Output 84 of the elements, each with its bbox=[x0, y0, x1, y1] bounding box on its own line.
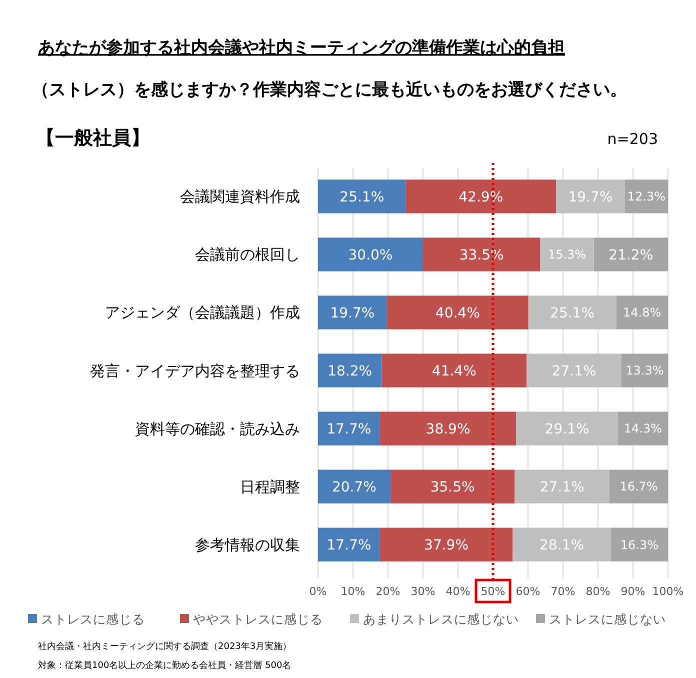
bar bbox=[621, 354, 668, 388]
data-label: 29.1% bbox=[544, 421, 590, 438]
bar bbox=[526, 354, 622, 388]
data-label: 14.3% bbox=[624, 422, 662, 436]
y-tick-label: 参考情報の収集 bbox=[195, 536, 300, 554]
data-label: 15.3% bbox=[548, 248, 586, 262]
x-tick-label: 10% bbox=[340, 584, 366, 598]
data-label: 30.0% bbox=[348, 247, 393, 264]
x-tick-label: 0% bbox=[309, 584, 327, 598]
bar bbox=[318, 528, 380, 562]
bar bbox=[390, 470, 515, 504]
y-tick-label: 発言・アイデア内容を整理する bbox=[90, 362, 300, 380]
bar bbox=[380, 528, 513, 562]
data-label: 25.1% bbox=[340, 189, 384, 206]
data-label: 27.1% bbox=[552, 363, 596, 380]
data-label: 19.7% bbox=[568, 189, 613, 206]
data-label: 37.9% bbox=[424, 537, 469, 554]
data-label: 40.4% bbox=[435, 305, 480, 322]
x-tick-label: 40% bbox=[446, 584, 470, 598]
bar bbox=[512, 528, 611, 562]
data-label: 12.3% bbox=[627, 190, 666, 204]
data-label: 33.5% bbox=[459, 247, 504, 264]
bar bbox=[528, 296, 616, 330]
bar bbox=[610, 528, 668, 562]
bar bbox=[423, 238, 540, 272]
bar bbox=[318, 470, 390, 504]
x-tick-label: 60% bbox=[516, 584, 540, 598]
bar bbox=[624, 180, 668, 214]
x-tick-label: 100% bbox=[652, 584, 684, 598]
text: 【一般社員】 bbox=[36, 127, 150, 149]
data-label: 14.8% bbox=[623, 306, 662, 320]
data-label: 18.2% bbox=[328, 363, 372, 380]
x-tick-label: 50% bbox=[480, 584, 506, 598]
bar bbox=[382, 354, 527, 388]
data-label: 35.5% bbox=[430, 479, 475, 496]
text: 対象：従業員100名以上の企業に勤める会社員・経営層 500名 bbox=[38, 660, 292, 671]
legend-label: ストレスに感じる bbox=[41, 611, 145, 626]
text: n=203 bbox=[607, 130, 658, 148]
data-label: 16.7% bbox=[620, 480, 658, 494]
bar bbox=[386, 296, 528, 330]
y-tick-label: 会議関連資料作成 bbox=[180, 188, 300, 206]
bar bbox=[516, 412, 618, 446]
bar bbox=[594, 238, 668, 272]
data-label: 27.1% bbox=[540, 479, 584, 496]
x-tick-label: 90% bbox=[620, 584, 646, 598]
data-label: 38.9% bbox=[426, 421, 470, 438]
y-tick-label: 日程調整 bbox=[240, 478, 300, 496]
bar bbox=[318, 296, 387, 330]
bar bbox=[514, 470, 610, 504]
data-label: 17.7% bbox=[326, 421, 372, 438]
data-label: 19.7% bbox=[330, 305, 375, 322]
x-tick-label: 20% bbox=[376, 584, 400, 598]
data-label: 17.7% bbox=[326, 537, 372, 554]
legend-label: ストレスに感じない bbox=[549, 611, 666, 626]
chart-subtitle: （ストレス）を感じますか？作業内容ごとに最も近いものをお選びください。 bbox=[32, 80, 627, 100]
legend-label: ややストレスに感じる bbox=[193, 611, 323, 626]
bar bbox=[406, 180, 556, 214]
y-tick-label: 資料等の確認・読み込み bbox=[135, 420, 300, 438]
bar bbox=[540, 238, 594, 272]
data-label: 13.3% bbox=[626, 364, 664, 378]
data-label: 16.3% bbox=[620, 538, 659, 552]
y-tick-label: 会議前の根回し bbox=[195, 246, 300, 264]
data-label: 41.4% bbox=[432, 363, 476, 380]
bar bbox=[616, 296, 668, 330]
chart-title: あなたが参加する社内会議や社内ミーティングの準備作業は心的負担 bbox=[38, 38, 565, 58]
legend-label: あまりストレスに感じない bbox=[363, 611, 519, 626]
bar bbox=[556, 180, 625, 214]
bar bbox=[318, 354, 382, 388]
data-label: 20.7% bbox=[332, 479, 376, 496]
bar bbox=[318, 238, 423, 272]
bar bbox=[318, 180, 406, 214]
y-tick-label: アジェンダ（会議議題）作成 bbox=[105, 304, 300, 322]
x-tick-label: 80% bbox=[586, 584, 610, 598]
bar bbox=[610, 470, 668, 504]
x-tick-label: 70% bbox=[550, 584, 576, 598]
x-tick-label: 30% bbox=[410, 584, 436, 598]
bar bbox=[618, 412, 668, 446]
data-label: 21.2% bbox=[608, 247, 654, 264]
data-label: 25.1% bbox=[550, 305, 595, 322]
data-label: 28.1% bbox=[540, 537, 584, 554]
text: 社内会議・社内ミーティングに関する調査（2023年3月実施） bbox=[38, 641, 292, 652]
bar bbox=[380, 412, 516, 446]
data-label: 42.9% bbox=[458, 189, 504, 206]
bar bbox=[318, 412, 380, 446]
